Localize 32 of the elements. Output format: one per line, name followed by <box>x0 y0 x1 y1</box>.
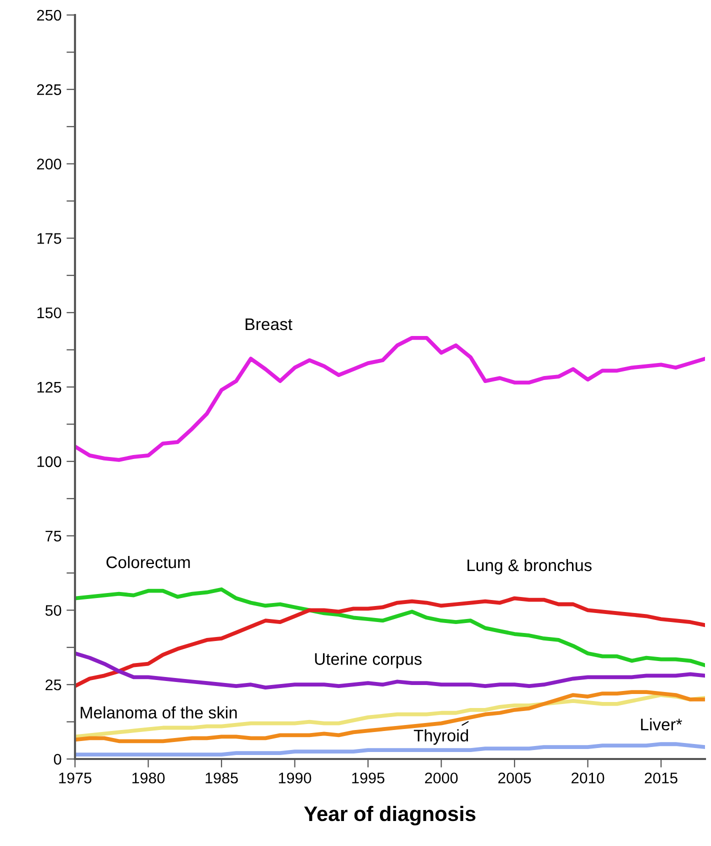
y-tick-label: 0 <box>54 754 62 765</box>
line-series <box>75 587 705 668</box>
x-tick-label: 2010 <box>572 772 604 784</box>
x-tick-label: 2000 <box>425 772 458 784</box>
x-tick-label: 1980 <box>132 772 165 784</box>
series-label: Breast <box>246 318 292 330</box>
y-tick-label: 175 <box>37 233 62 244</box>
series-label: Thyroid <box>414 729 468 745</box>
y-tick-label: 200 <box>37 158 62 170</box>
series-label: Colorectum <box>106 556 190 568</box>
series-label: Liver* <box>641 718 682 730</box>
y-tick-label: 250 <box>37 10 62 21</box>
x-tick-label: 2005 <box>498 772 531 784</box>
y-tick-label: 75 <box>46 530 62 542</box>
series-label: Lung & bronchus <box>468 558 592 574</box>
x-axis-title: Year of diagnosis <box>304 806 476 826</box>
y-tick-label: 25 <box>46 679 62 690</box>
y-tick-label: 50 <box>45 605 62 616</box>
x-tick-label: 1975 <box>59 772 92 784</box>
x-tick-label: 1995 <box>352 772 384 784</box>
series-label: Melanoma of the skin <box>80 706 237 719</box>
y-tick-label: 150 <box>37 307 62 318</box>
y-tick-label: 100 <box>37 456 62 468</box>
y-tick-label: 125 <box>37 382 62 393</box>
line-series <box>75 651 705 690</box>
x-tick-label: 1985 <box>206 772 238 784</box>
y-tick-label: 225 <box>37 84 62 96</box>
line-series <box>75 336 705 462</box>
line-series <box>75 596 705 688</box>
x-tick-label: 1990 <box>278 772 312 784</box>
x-tick-label: 2015 <box>644 772 678 784</box>
series-label: Uterine corpus <box>315 652 422 668</box>
